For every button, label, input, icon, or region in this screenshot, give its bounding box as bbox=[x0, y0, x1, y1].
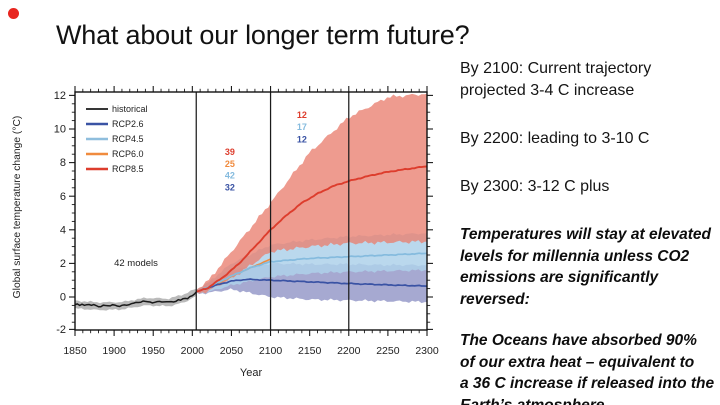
line-RCP4.5 bbox=[195, 252, 428, 293]
y-tick-label: 4 bbox=[60, 224, 66, 236]
bullet-by-2300: By 2300: 3-12 C plus bbox=[460, 178, 610, 195]
line-RCP2.6 bbox=[195, 278, 427, 293]
note-ocean-heat: The Oceans have absorbed 90% of our extr… bbox=[460, 332, 715, 405]
y-axis-title: Global surface temperature change (°C) bbox=[12, 116, 23, 299]
x-tick-label: 1850 bbox=[63, 345, 87, 357]
x-tick-label: 1950 bbox=[142, 345, 166, 357]
y-tick-label: -2 bbox=[56, 324, 66, 336]
plot-frame bbox=[74, 91, 428, 331]
annotation-32: 32 bbox=[225, 182, 235, 192]
y-tick-label: 10 bbox=[54, 124, 66, 136]
annotation-12: 12 bbox=[297, 110, 307, 120]
chart-svg: 1850 1900 1950 2000 2050 2100 2150 2200 2250 2300… bbox=[12, 86, 439, 379]
annotation-39: 39 bbox=[225, 147, 235, 157]
y-tick-label: 8 bbox=[60, 157, 66, 169]
band-RCP8.5-range bbox=[196, 93, 427, 294]
x-tick-label: 2150 bbox=[298, 345, 322, 357]
y-tick-label: 6 bbox=[60, 191, 66, 203]
legend-label-RCP8.5: RCP8.5 bbox=[112, 164, 144, 174]
x-tick-label: 2200 bbox=[337, 345, 361, 357]
x-axis-title: Year bbox=[240, 367, 263, 379]
y-tick-label: 2 bbox=[60, 258, 66, 270]
line-RCP8.5 bbox=[195, 165, 428, 293]
line-historical bbox=[74, 291, 197, 308]
annotation-12: 12 bbox=[297, 134, 307, 144]
annotation-42: 42 bbox=[225, 171, 235, 181]
legend-label-historical: historical bbox=[112, 104, 148, 114]
x-tick-label: 2000 bbox=[181, 345, 205, 357]
red-dot bbox=[8, 8, 19, 19]
x-tick-label: 2050 bbox=[220, 345, 244, 357]
annotation-17: 17 bbox=[297, 122, 307, 132]
climate-projection-chart: 1850 1900 1950 2000 2050 2100 2150 2200 2250 2300… bbox=[0, 70, 450, 402]
page-title: What about our longer term future? bbox=[56, 20, 470, 50]
band-RCP4.5-range bbox=[196, 233, 427, 294]
annotation-25: 25 bbox=[225, 159, 235, 169]
x-tick-label: 1900 bbox=[102, 345, 126, 357]
x-tick-label: 2300 bbox=[415, 345, 439, 357]
bullet-by-2200: By 2200: leading to 3-10 C bbox=[460, 130, 650, 147]
right-text-panel: By 2100: Current trajectory projected 3-… bbox=[460, 58, 718, 405]
x-tick-label: 2100 bbox=[259, 345, 283, 357]
legend-label-RCP6.0: RCP6.0 bbox=[112, 149, 144, 159]
y-tick-label: 0 bbox=[60, 292, 66, 304]
annotation-42-models: 42 models bbox=[114, 258, 158, 269]
legend-label-RCP2.6: RCP2.6 bbox=[112, 119, 144, 129]
y-tick-label: 12 bbox=[54, 90, 66, 102]
legend-label-RCP4.5: RCP4.5 bbox=[112, 134, 144, 144]
note-elevated-temperatures: Temperatures will stay at elevated level… bbox=[460, 226, 711, 308]
x-tick-label: 2250 bbox=[376, 345, 400, 357]
bullet-by-2100: By 2100: Current trajectory projected 3-… bbox=[460, 60, 652, 99]
